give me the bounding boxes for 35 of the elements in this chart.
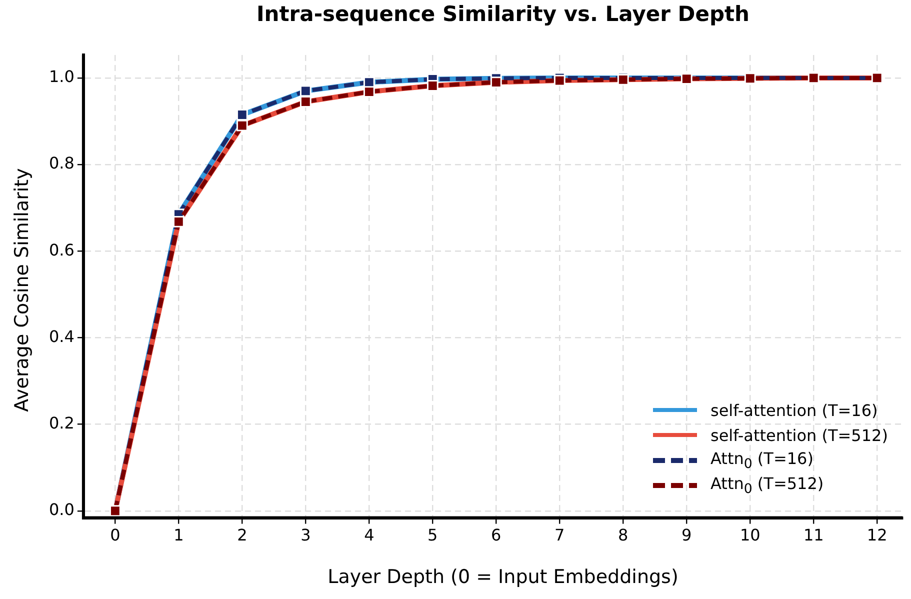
x-tick-label: 4 <box>364 526 374 545</box>
point <box>363 86 375 98</box>
legend-label: Attn$_{0}$ (T=512) <box>710 474 824 497</box>
chart-title: Intra-sequence Similarity vs. Layer Depth <box>255 2 750 26</box>
x-tick-label: 3 <box>300 526 311 545</box>
legend-label: self-attention (T=512) <box>710 426 888 445</box>
point <box>426 80 438 92</box>
x-tick-label: 6 <box>491 526 502 545</box>
point <box>300 85 312 97</box>
point <box>236 109 248 120</box>
point <box>554 74 566 86</box>
point <box>490 76 502 88</box>
x-tick-label: 8 <box>618 526 628 545</box>
x-tick-label: 7 <box>554 526 565 545</box>
x-tick-label: 10 <box>740 526 760 545</box>
y-tick-label: 0.4 <box>48 326 74 346</box>
x-tick-label: 1 <box>174 526 184 545</box>
point <box>172 216 184 228</box>
y-tick-label: 0.6 <box>48 240 74 260</box>
point <box>300 96 312 108</box>
x-tick-label: 12 <box>866 526 888 545</box>
point <box>236 120 248 132</box>
y-tick-label: 1.0 <box>48 67 74 86</box>
legend-label: Attn$_{0}$ (T=16) <box>710 448 814 472</box>
x-tick-label: 0 <box>110 526 120 545</box>
legend-label: self-attention (T=16) <box>710 400 878 420</box>
x-axis-title: Layer Depth (0 = Input Embeddings) <box>326 566 680 588</box>
x-tick-label: 5 <box>428 526 438 545</box>
y-tick-label: 0.0 <box>48 500 74 520</box>
x-tick-label: 11 <box>803 526 824 545</box>
x-tick-label: 2 <box>237 526 248 545</box>
y-tick-label: 0.2 <box>48 413 74 432</box>
y-axis-title: Average Cosine Similarity <box>11 168 33 412</box>
x-tick-label: 9 <box>682 526 692 545</box>
y-tick-label: 0.8 <box>48 154 74 173</box>
